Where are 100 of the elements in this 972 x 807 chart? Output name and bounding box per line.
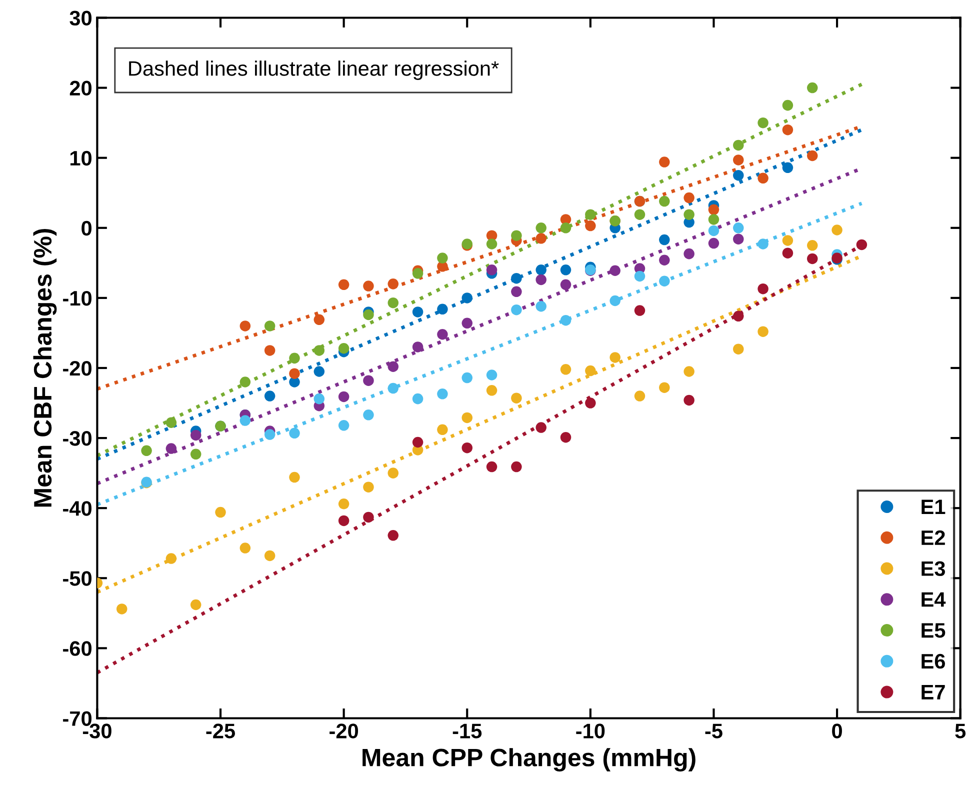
point <box>733 344 744 354</box>
point <box>215 506 226 518</box>
legend-label: E2 <box>922 530 945 545</box>
point <box>806 240 818 251</box>
point <box>363 375 374 386</box>
point <box>314 393 325 404</box>
point <box>437 388 448 400</box>
legend-label: E7 <box>922 684 945 700</box>
point <box>560 279 572 290</box>
point <box>388 297 399 308</box>
point <box>437 328 448 340</box>
point <box>486 370 498 380</box>
point <box>782 162 794 174</box>
point <box>511 272 522 284</box>
point <box>511 392 522 404</box>
point <box>338 420 350 431</box>
legend-label: E3 <box>922 561 945 576</box>
y-tick-label: -70 <box>63 711 92 726</box>
x-tick-label: -20 <box>330 724 358 738</box>
point <box>733 140 744 151</box>
point <box>363 482 374 492</box>
point <box>708 214 720 225</box>
x-tick-label: 0 <box>832 724 842 738</box>
point <box>388 530 399 541</box>
legend-label: E6 <box>922 654 945 669</box>
point <box>708 225 720 236</box>
point <box>289 368 300 379</box>
x-tick-label: -15 <box>452 724 482 738</box>
point <box>289 428 300 439</box>
x-tick-label: -10 <box>576 724 605 738</box>
y-tick-label: -20 <box>63 360 92 376</box>
point <box>659 254 670 266</box>
point <box>462 442 472 454</box>
point <box>610 352 620 363</box>
point <box>560 314 572 326</box>
y-tick-label: -50 <box>63 571 92 586</box>
point <box>388 468 399 478</box>
y-tick-label: -10 <box>63 290 92 306</box>
point <box>806 82 818 94</box>
y-tick-label: 0 <box>82 220 92 236</box>
point <box>659 234 670 246</box>
point <box>560 222 572 234</box>
point <box>240 376 251 388</box>
point <box>659 196 670 207</box>
point <box>166 417 177 428</box>
point <box>782 235 794 246</box>
point <box>585 220 596 232</box>
legend-label: E4 <box>922 592 946 607</box>
point <box>412 436 424 448</box>
point <box>190 599 202 610</box>
point <box>412 268 424 279</box>
y-tick-label: -30 <box>63 431 92 446</box>
point <box>536 233 546 244</box>
point <box>634 270 646 282</box>
annotation: Dashed lines illustrate linear regression* <box>129 60 499 80</box>
point <box>338 279 350 290</box>
point <box>585 209 596 220</box>
point <box>511 304 522 316</box>
y-tick-label: 10 <box>70 150 92 166</box>
point <box>733 170 744 181</box>
point <box>437 252 448 264</box>
point <box>486 238 498 250</box>
point <box>190 448 202 460</box>
point <box>733 222 744 234</box>
y-tick-label: 30 <box>70 10 92 26</box>
x-tick-label: 5 <box>955 724 966 738</box>
point <box>684 366 694 377</box>
point <box>190 430 202 441</box>
point <box>684 394 694 406</box>
point <box>264 345 276 356</box>
point <box>659 276 670 287</box>
point <box>634 390 646 402</box>
point <box>733 154 744 166</box>
point <box>314 366 325 377</box>
point <box>486 264 498 276</box>
point <box>806 150 818 162</box>
point <box>363 280 374 292</box>
point <box>560 264 572 276</box>
point <box>684 248 694 260</box>
point <box>511 286 522 298</box>
point <box>758 117 768 128</box>
point <box>536 274 546 286</box>
legend-label: E5 <box>922 623 946 638</box>
point <box>733 310 744 322</box>
point <box>314 314 325 326</box>
point <box>610 295 620 306</box>
point <box>264 390 276 402</box>
point <box>536 264 546 276</box>
point <box>511 461 522 472</box>
point <box>338 515 350 526</box>
x-tick-label: -25 <box>206 724 235 738</box>
point <box>733 234 744 244</box>
point <box>560 432 572 443</box>
point <box>437 424 448 436</box>
point <box>264 550 276 562</box>
legend-label: E1 <box>922 500 946 514</box>
point <box>412 306 424 318</box>
x-tick-label: -5 <box>705 724 722 738</box>
y-tick-label: -60 <box>63 641 92 656</box>
point <box>782 248 794 258</box>
